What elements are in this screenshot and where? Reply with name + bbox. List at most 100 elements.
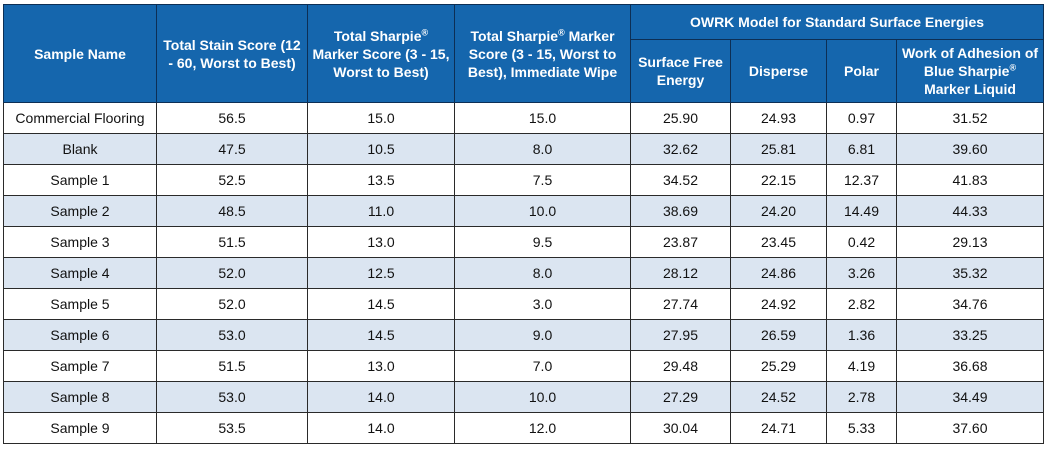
sample-name-cell: Sample 5 xyxy=(3,288,157,320)
polar-cell: 2.78 xyxy=(826,381,897,413)
table-row: Sample 3 51.5 13.0 9.5 23.87 23.45 0.42 29.13 xyxy=(3,226,1044,258)
polar-cell: 2.82 xyxy=(826,288,897,320)
stain-score-cell: 53.0 xyxy=(156,381,308,413)
stain-score-cell: 52.5 xyxy=(156,164,308,196)
marker-score-cell: 13.0 xyxy=(307,226,455,258)
disperse-cell: 24.71 xyxy=(730,412,827,444)
disperse-cell: 25.81 xyxy=(730,133,827,165)
marker-score-cell: 14.0 xyxy=(307,412,455,444)
table-row: Blank 47.5 10.5 8.0 32.62 25.81 6.81 39.60 xyxy=(3,133,1044,165)
immediate-wipe-cell: 7.5 xyxy=(454,164,631,196)
disperse-cell: 24.52 xyxy=(730,381,827,413)
marker-score-cell: 11.0 xyxy=(307,195,455,227)
header-sharpie-wipe: Total Sharpie® Marker Score (3 - 15, Wor… xyxy=(454,4,631,103)
disperse-cell: 26.59 xyxy=(730,319,827,351)
immediate-wipe-cell: 10.0 xyxy=(454,195,631,227)
disperse-cell: 24.93 xyxy=(730,102,827,134)
disperse-cell: 24.92 xyxy=(730,288,827,320)
work-of-adhesion-cell: 33.25 xyxy=(896,319,1044,351)
immediate-wipe-cell: 12.0 xyxy=(454,412,631,444)
marker-score-cell: 14.5 xyxy=(307,288,455,320)
table-row: Sample 9 53.5 14.0 12.0 30.04 24.71 5.33 37.60 xyxy=(3,412,1044,444)
immediate-wipe-cell: 8.0 xyxy=(454,257,631,289)
work-of-adhesion-cell: 29.13 xyxy=(896,226,1044,258)
stain-score-cell: 47.5 xyxy=(156,133,308,165)
work-of-adhesion-cell: 36.68 xyxy=(896,350,1044,382)
stain-score-cell: 53.0 xyxy=(156,319,308,351)
disperse-cell: 24.86 xyxy=(730,257,827,289)
work-of-adhesion-cell: 37.60 xyxy=(896,412,1044,444)
table-row: Sample 2 48.5 11.0 10.0 38.69 24.20 14.49 44.33 xyxy=(3,195,1044,227)
sample-name-cell: Sample 7 xyxy=(3,350,157,382)
table-row: Sample 7 51.5 13.0 7.0 29.48 25.29 4.19 36.68 xyxy=(3,350,1044,382)
marker-score-cell: 14.5 xyxy=(307,319,455,351)
surface-free-energy-cell: 38.69 xyxy=(630,195,731,227)
stain-score-cell: 52.0 xyxy=(156,257,308,289)
surface-free-energy-cell: 23.87 xyxy=(630,226,731,258)
stain-score-cell: 51.5 xyxy=(156,350,308,382)
header-owrk-group: OWRK Model for Standard Surface Energies xyxy=(630,4,1044,40)
marker-score-cell: 10.5 xyxy=(307,133,455,165)
marker-score-cell: 15.0 xyxy=(307,102,455,134)
polar-cell: 14.49 xyxy=(826,195,897,227)
sample-name-cell: Sample 9 xyxy=(3,412,157,444)
header-stain-score: Total Stain Score (12 - 60, Worst to Bes… xyxy=(156,4,308,103)
stain-score-cell: 51.5 xyxy=(156,226,308,258)
table-row: Commercial Flooring 56.5 15.0 15.0 25.90 24.9… xyxy=(3,102,1044,134)
polar-cell: 0.97 xyxy=(826,102,897,134)
sample-name-cell: Sample 3 xyxy=(3,226,157,258)
polar-cell: 4.19 xyxy=(826,350,897,382)
surface-free-energy-cell: 32.62 xyxy=(630,133,731,165)
stain-score-cell: 48.5 xyxy=(156,195,308,227)
work-of-adhesion-cell: 35.32 xyxy=(896,257,1044,289)
sample-name-cell: Blank xyxy=(3,133,157,165)
stain-score-cell: 52.0 xyxy=(156,288,308,320)
immediate-wipe-cell: 8.0 xyxy=(454,133,631,165)
surface-free-energy-cell: 34.52 xyxy=(630,164,731,196)
sample-name-cell: Sample 1 xyxy=(3,164,157,196)
stain-score-cell: 53.5 xyxy=(156,412,308,444)
sample-name-cell: Commercial Flooring xyxy=(3,102,157,134)
table-row: Sample 8 53.0 14.0 10.0 27.29 24.52 2.78 34.49 xyxy=(3,381,1044,413)
surface-free-energy-cell: 29.48 xyxy=(630,350,731,382)
sample-name-cell: Sample 6 xyxy=(3,319,157,351)
immediate-wipe-cell: 10.0 xyxy=(454,381,631,413)
work-of-adhesion-cell: 44.33 xyxy=(896,195,1044,227)
marker-score-cell: 14.0 xyxy=(307,381,455,413)
surface-free-energy-cell: 27.95 xyxy=(630,319,731,351)
sample-name-cell: Sample 8 xyxy=(3,381,157,413)
sample-name-cell: Sample 4 xyxy=(3,257,157,289)
surface-free-energy-cell: 27.29 xyxy=(630,381,731,413)
immediate-wipe-cell: 9.5 xyxy=(454,226,631,258)
surface-free-energy-cell: 25.90 xyxy=(630,102,731,134)
work-of-adhesion-cell: 31.52 xyxy=(896,102,1044,134)
table-row: Sample 4 52.0 12.5 8.0 28.12 24.86 3.26 35.32 xyxy=(3,257,1044,289)
table-body: Commercial Flooring 56.5 15.0 15.0 25.90 24.9… xyxy=(3,102,1044,444)
disperse-cell: 22.15 xyxy=(730,164,827,196)
table-row: Sample 1 52.5 13.5 7.5 34.52 22.15 12.37 41.83 xyxy=(3,164,1044,196)
header-surface-free-energy: Surface Free Energy xyxy=(630,39,731,103)
immediate-wipe-cell: 3.0 xyxy=(454,288,631,320)
polar-cell: 1.36 xyxy=(826,319,897,351)
polar-cell: 3.26 xyxy=(826,257,897,289)
polar-cell: 12.37 xyxy=(826,164,897,196)
stain-score-cell: 56.5 xyxy=(156,102,308,134)
immediate-wipe-cell: 7.0 xyxy=(454,350,631,382)
surface-free-energy-cell: 28.12 xyxy=(630,257,731,289)
disperse-cell: 25.29 xyxy=(730,350,827,382)
results-table: Sample Name Total Stain Score (12 - 60, … xyxy=(3,4,1044,444)
header-work-of-adhesion: Work of Adhesion of Blue Sharpie® Marker… xyxy=(896,39,1044,103)
work-of-adhesion-cell: 34.76 xyxy=(896,288,1044,320)
disperse-cell: 23.45 xyxy=(730,226,827,258)
surface-free-energy-cell: 30.04 xyxy=(630,412,731,444)
header-sharpie-score: Total Sharpie® Marker Score (3 - 15, Wor… xyxy=(307,4,455,103)
table-row: Sample 5 52.0 14.5 3.0 27.74 24.92 2.82 34.76 xyxy=(3,288,1044,320)
immediate-wipe-cell: 15.0 xyxy=(454,102,631,134)
polar-cell: 5.33 xyxy=(826,412,897,444)
work-of-adhesion-cell: 39.60 xyxy=(896,133,1044,165)
disperse-cell: 24.20 xyxy=(730,195,827,227)
immediate-wipe-cell: 9.0 xyxy=(454,319,631,351)
header-polar: Polar xyxy=(826,39,897,103)
header-sample-name: Sample Name xyxy=(3,4,157,103)
polar-cell: 6.81 xyxy=(826,133,897,165)
